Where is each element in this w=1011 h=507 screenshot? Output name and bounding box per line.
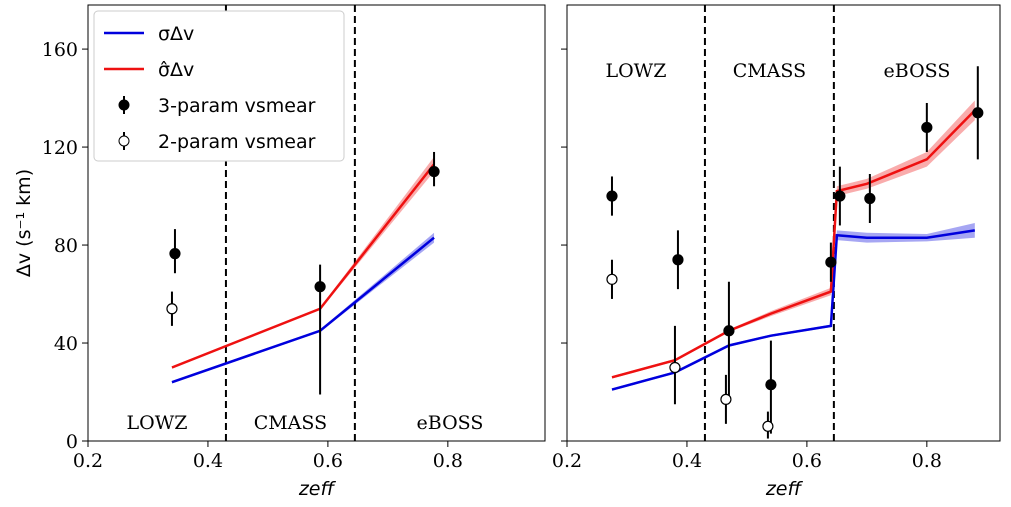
- point: [606, 190, 618, 202]
- legend-swatch: [118, 135, 130, 147]
- point: [166, 303, 178, 315]
- point: [314, 281, 326, 293]
- y-tick-label: 40: [54, 333, 78, 355]
- legend-swatch: [118, 99, 130, 111]
- legend-label: 2-param vsmear: [158, 131, 316, 153]
- region-label: CMASS: [254, 412, 327, 434]
- x-tick-label: 0.8: [912, 450, 942, 472]
- x-tick-label: 0.8: [433, 450, 463, 472]
- region-label: eBOSS: [884, 60, 951, 82]
- point: [723, 325, 735, 337]
- x-axis-label: zeff: [298, 478, 337, 500]
- legend-box: [93, 10, 345, 162]
- uncertainty-band: [611, 223, 975, 391]
- point: [762, 420, 774, 432]
- region-label: CMASS: [733, 60, 806, 82]
- y-tick-label: 160: [42, 39, 78, 61]
- plot-frame: [566, 4, 1001, 442]
- uncertainty-band: [171, 232, 435, 384]
- x-tick-label: 0.2: [552, 450, 582, 472]
- y-tick-label: 80: [54, 235, 78, 257]
- legend-label: σΔv: [158, 23, 194, 45]
- y-axis-label: Δv (s⁻¹ km): [13, 169, 35, 277]
- point: [169, 248, 181, 260]
- point: [825, 256, 837, 268]
- region-label: eBOSS: [417, 412, 484, 434]
- x-tick-label: 0.6: [792, 450, 822, 472]
- point: [972, 107, 984, 119]
- x-axis-label: zeff: [765, 478, 804, 500]
- region-label: LOWZ: [605, 60, 666, 82]
- line: [611, 229, 976, 391]
- line: [171, 236, 435, 384]
- point: [765, 379, 777, 391]
- line: [611, 109, 976, 379]
- point: [428, 165, 440, 178]
- point: [834, 190, 846, 202]
- x-tick-label: 0.4: [193, 450, 223, 472]
- point: [606, 273, 618, 285]
- plot-frame: [87, 4, 546, 442]
- point: [669, 361, 681, 374]
- y-tick-label: 120: [42, 137, 78, 159]
- point: [720, 393, 732, 405]
- x-tick-label: 0.2: [73, 450, 103, 472]
- x-tick-label: 0.6: [313, 450, 343, 472]
- x-tick-label: 0.4: [672, 450, 702, 472]
- point: [921, 121, 933, 134]
- region-label: LOWZ: [127, 412, 188, 434]
- point: [864, 192, 876, 205]
- legend-label: σ̂Δv: [158, 59, 194, 81]
- point: [672, 254, 684, 266]
- y-tick-label: 0: [66, 431, 78, 453]
- legend-label: 3-param vsmear: [158, 95, 316, 117]
